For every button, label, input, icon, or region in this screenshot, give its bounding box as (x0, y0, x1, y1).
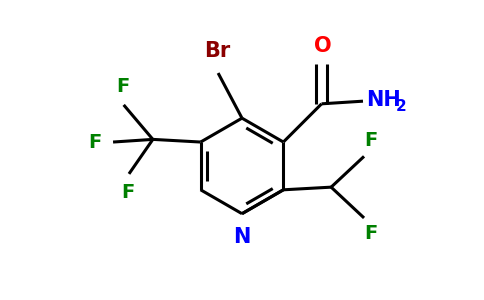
Text: F: F (88, 133, 101, 152)
Text: NH: NH (365, 90, 400, 110)
Text: Br: Br (204, 41, 230, 62)
Text: F: F (364, 131, 377, 150)
Text: O: O (314, 36, 332, 56)
Text: 2: 2 (396, 99, 407, 114)
Text: F: F (116, 77, 129, 96)
Text: F: F (364, 224, 377, 243)
Text: F: F (121, 183, 135, 202)
Text: N: N (233, 227, 251, 247)
